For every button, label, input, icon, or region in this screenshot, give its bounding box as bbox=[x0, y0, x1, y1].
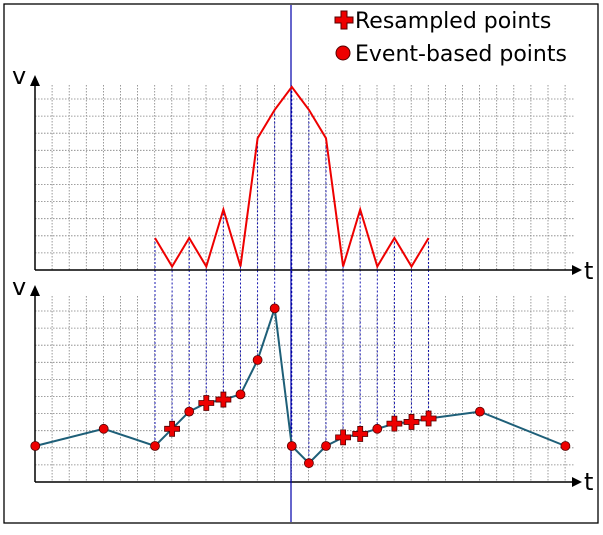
event-point-marker bbox=[252, 355, 263, 365]
event-point-marker bbox=[184, 406, 195, 417]
circle-marker-icon bbox=[335, 45, 351, 61]
event-point-marker bbox=[269, 303, 280, 314]
event-point-marker bbox=[303, 458, 314, 469]
event-point-marker bbox=[372, 423, 383, 434]
bottom-x-axis-label: t bbox=[584, 468, 593, 496]
event-point-marker bbox=[560, 441, 571, 451]
event-point-marker bbox=[98, 423, 109, 434]
bottom-axes: v t bbox=[12, 273, 593, 496]
resampled-point-marker bbox=[420, 410, 437, 427]
event-point-marker bbox=[30, 441, 41, 451]
resampled-point-marker bbox=[403, 414, 420, 430]
legend: Resampled points Event-based points bbox=[334, 9, 567, 67]
markers bbox=[30, 303, 571, 469]
figure-frame bbox=[3, 3, 599, 524]
resampled-point-marker bbox=[164, 420, 180, 437]
resampled-point-marker bbox=[335, 429, 351, 446]
plus-marker-icon bbox=[334, 10, 354, 30]
resampled-point-marker bbox=[352, 426, 369, 442]
event-point-marker bbox=[321, 441, 331, 451]
top-x-axis-label: t bbox=[584, 257, 593, 285]
event-point-marker bbox=[150, 441, 160, 451]
top-axes: v t bbox=[12, 62, 593, 285]
legend-resampled-label: Resampled points bbox=[355, 9, 551, 34]
top-y-axis-label: v bbox=[12, 62, 26, 90]
legend-resampled-item: Resampled points bbox=[334, 9, 551, 34]
event-point-marker bbox=[474, 406, 485, 417]
legend-event-item: Event-based points bbox=[335, 42, 567, 67]
guide-lines bbox=[154, 86, 430, 464]
event-point-marker bbox=[235, 389, 246, 400]
top-curve bbox=[154, 85, 430, 269]
resampled-point-marker bbox=[215, 391, 232, 408]
top-x-axis-arrow bbox=[572, 265, 582, 275]
resampled-point-marker bbox=[386, 415, 403, 432]
resampled-point-marker bbox=[198, 395, 215, 411]
top-y-axis-arrow bbox=[30, 75, 40, 86]
bottom-y-axis-arrow bbox=[30, 285, 40, 296]
event-point-marker bbox=[286, 441, 297, 451]
bottom-x-axis-arrow bbox=[572, 477, 582, 487]
legend-event-label: Event-based points bbox=[355, 42, 567, 67]
bottom-y-axis-label: v bbox=[12, 273, 26, 301]
